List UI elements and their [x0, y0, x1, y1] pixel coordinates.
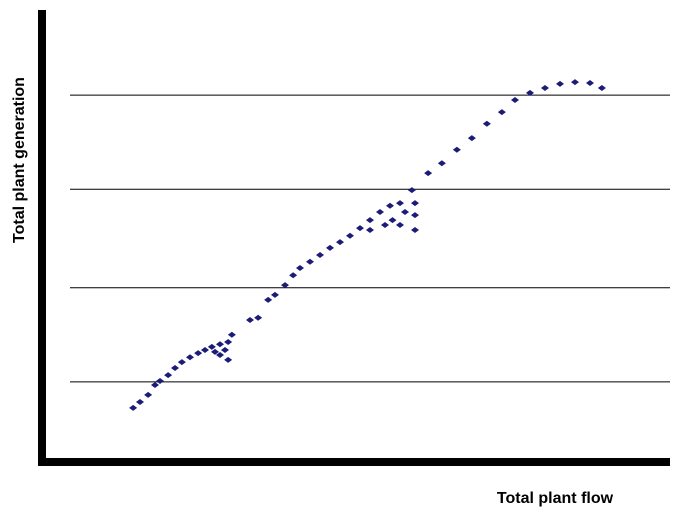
- point: [306, 258, 314, 265]
- point: [401, 209, 409, 216]
- point: [467, 135, 476, 142]
- point: [497, 109, 506, 116]
- point: [144, 391, 153, 398]
- point: [571, 79, 579, 86]
- point: [411, 212, 419, 219]
- point: [156, 377, 164, 384]
- x-axis-label: Total plant flow: [497, 490, 614, 507]
- point: [216, 341, 224, 348]
- point: [411, 200, 419, 207]
- point: [171, 364, 179, 371]
- point: [541, 84, 549, 91]
- point: [386, 202, 394, 209]
- point: [151, 381, 159, 388]
- point: [407, 187, 416, 194]
- y-axis: [38, 10, 46, 466]
- point: [511, 97, 519, 104]
- point: [186, 354, 194, 361]
- point: [224, 356, 233, 363]
- point: [136, 399, 144, 405]
- point: [452, 146, 461, 153]
- point: [296, 265, 304, 272]
- point: [316, 252, 324, 259]
- point: [326, 244, 334, 251]
- point: [246, 317, 254, 324]
- point: [586, 80, 594, 87]
- point: [366, 226, 374, 233]
- point: [201, 347, 209, 354]
- point: [289, 272, 298, 279]
- point: [164, 372, 173, 379]
- point: [556, 80, 564, 87]
- point: [207, 343, 216, 350]
- point: [356, 225, 364, 232]
- point: [194, 350, 203, 357]
- point: [129, 404, 138, 411]
- point: [221, 347, 229, 354]
- point: [424, 170, 433, 177]
- point: [366, 217, 374, 224]
- point: [396, 200, 404, 207]
- point: [211, 348, 219, 355]
- point: [224, 338, 233, 345]
- y-axis-label: Total plant generation: [11, 77, 28, 243]
- point: [482, 120, 491, 127]
- point: [376, 209, 384, 216]
- point: [597, 84, 606, 91]
- point: [526, 89, 534, 96]
- point: [271, 291, 279, 298]
- point: [281, 282, 289, 289]
- point: [177, 359, 186, 366]
- point: [388, 217, 397, 224]
- point: [254, 314, 263, 321]
- point: [336, 239, 344, 246]
- point: [381, 222, 389, 229]
- point: [411, 226, 419, 233]
- point: [264, 296, 273, 303]
- point: [396, 222, 404, 229]
- x-axis: [38, 458, 670, 466]
- point: [346, 232, 354, 239]
- point: [227, 331, 236, 338]
- point: [216, 351, 224, 358]
- point: [437, 160, 446, 167]
